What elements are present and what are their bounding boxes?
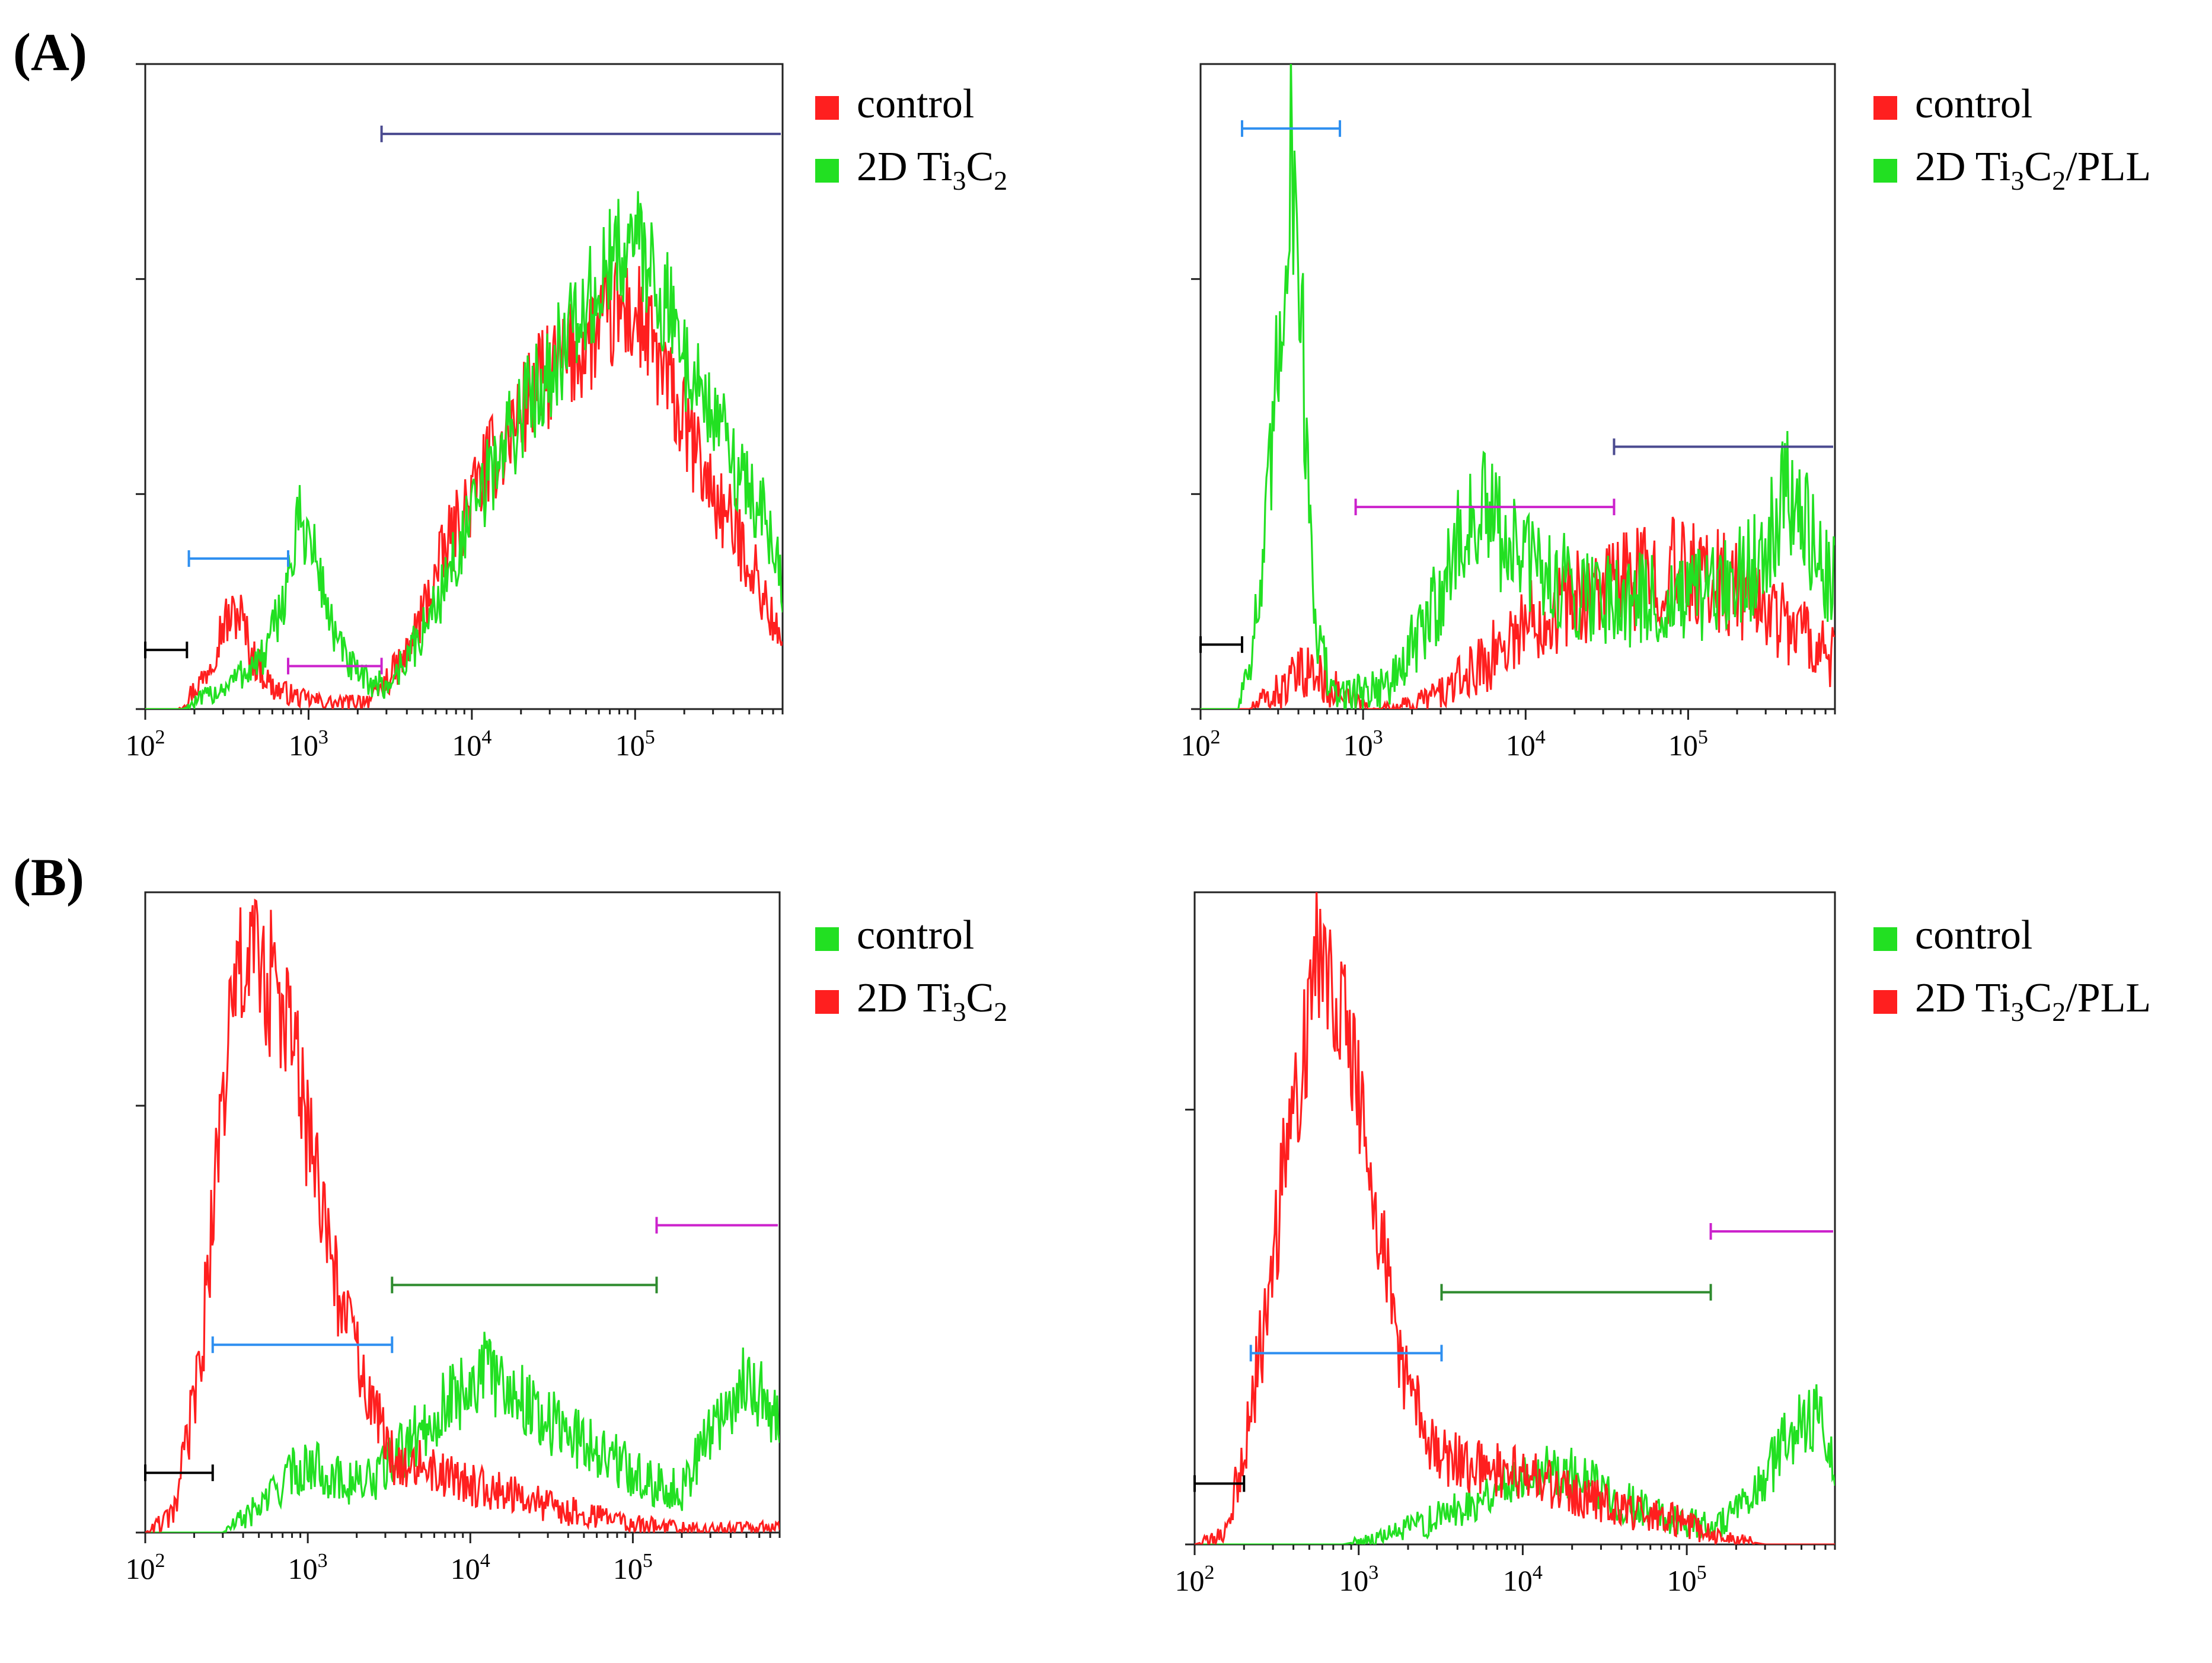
legend-text: C [966,144,994,190]
x-tick-exponent: 3 [1368,1562,1378,1584]
legend-subscript: 3 [2011,165,2025,196]
x-tick-label: 102 [126,1550,165,1585]
legend-swatch [815,159,839,183]
histogram-series-first [145,1332,780,1533]
legend-text: /PLL [2066,144,2151,190]
x-tick-label: 104 [451,1550,490,1585]
legend-swatch [1873,159,1897,183]
legend-text: C [2025,144,2053,190]
x-tick-label: 102 [1175,1562,1215,1597]
x-tick-label: 104 [452,726,491,762]
x-tick-exponent: 2 [155,726,165,748]
legend-subscript: 2 [2052,165,2066,196]
legend-swatch [1873,990,1897,1014]
x-tick-base: 10 [615,729,645,762]
legend-subscript: 3 [953,997,966,1027]
x-tick-exponent: 4 [481,726,491,748]
x-tick-label: 105 [1668,726,1708,762]
x-tick-base: 10 [288,1552,318,1585]
legend-subscript: 2 [994,165,1007,196]
x-tick-exponent: 4 [480,1550,490,1572]
histogram-series-second [145,191,783,709]
x-tick-base: 10 [451,1552,480,1585]
legend-text: 2D Ti [857,975,953,1021]
legend-label: 2D Ti3C2/PLL [1915,144,2151,196]
row-label-a: (A) [13,23,87,82]
x-tick-exponent: 5 [645,726,655,748]
legend-label: control [857,912,974,958]
x-tick-exponent: 5 [643,1550,653,1572]
legend-swatch [1873,96,1897,120]
x-tick-base: 10 [126,729,155,762]
x-tick-label: 105 [615,726,655,762]
legend-text: 2D Ti [857,144,953,190]
x-tick-base: 10 [1181,729,1211,762]
x-tick-base: 10 [1667,1564,1697,1597]
x-tick-base: 10 [1339,1564,1368,1597]
x-tick-label: 104 [1503,1562,1543,1597]
x-tick-label: 105 [613,1550,653,1585]
x-tick-base: 10 [613,1552,643,1585]
x-tick-base: 10 [452,729,481,762]
legend-subscript: 2 [994,997,1007,1027]
x-tick-exponent: 3 [318,726,328,748]
x-tick-label: 104 [1506,726,1546,762]
legend-text: C [966,975,994,1021]
legend-swatch [815,96,839,120]
legend-text: control [1915,912,2032,958]
x-tick-base: 10 [1343,729,1373,762]
x-tick-base: 10 [1175,1564,1205,1597]
row-label-b: (B) [13,848,84,907]
histogram-series-second [1201,64,1835,709]
legend-label: control [1915,912,2032,958]
x-tick-label: 102 [1181,726,1221,762]
legend-text: C [2025,975,2053,1021]
histogram-series-second [1195,892,1835,1544]
x-tick-base: 10 [289,729,318,762]
histogram-series-second [145,898,780,1533]
legend-label: control [857,81,974,127]
legend-label: 2D Ti3C2 [857,144,1007,196]
histogram-series-first [145,262,783,709]
x-tick-exponent: 3 [318,1550,328,1572]
legend-subscript: 2 [2052,997,2066,1027]
x-tick-base: 10 [126,1552,155,1585]
x-tick-label: 103 [1339,1562,1378,1597]
x-tick-exponent: 3 [1373,726,1383,748]
x-tick-exponent: 5 [1697,1562,1707,1584]
legend-text: /PLL [2066,975,2151,1021]
legend-text: control [857,81,974,127]
legend-label: control [1915,81,2032,127]
x-tick-base: 10 [1503,1564,1533,1597]
legend-swatch [815,927,839,951]
x-tick-label: 102 [126,726,165,762]
x-tick-base: 10 [1668,729,1698,762]
legend-label: 2D Ti3C2/PLL [1915,975,2151,1027]
x-tick-exponent: 4 [1536,726,1546,748]
x-tick-exponent: 2 [1211,726,1221,748]
legend-subscript: 3 [953,165,966,196]
x-tick-label: 103 [289,726,328,762]
x-tick-label: 103 [1343,726,1383,762]
legend-swatch [1873,927,1897,951]
x-tick-exponent: 4 [1533,1562,1543,1584]
x-tick-label: 105 [1667,1562,1707,1597]
legend-text: control [857,912,974,958]
x-tick-exponent: 2 [155,1550,165,1572]
legend-text: control [1915,81,2032,127]
legend-label: 2D Ti3C2 [857,975,1007,1027]
x-tick-exponent: 5 [1698,726,1708,748]
x-tick-label: 103 [288,1550,328,1585]
legend-text: 2D Ti [1915,144,2011,190]
legend-subscript: 3 [2011,997,2025,1027]
legend-text: 2D Ti [1915,975,2011,1021]
x-tick-exponent: 2 [1205,1562,1215,1584]
x-tick-base: 10 [1506,729,1536,762]
legend-swatch [815,990,839,1014]
